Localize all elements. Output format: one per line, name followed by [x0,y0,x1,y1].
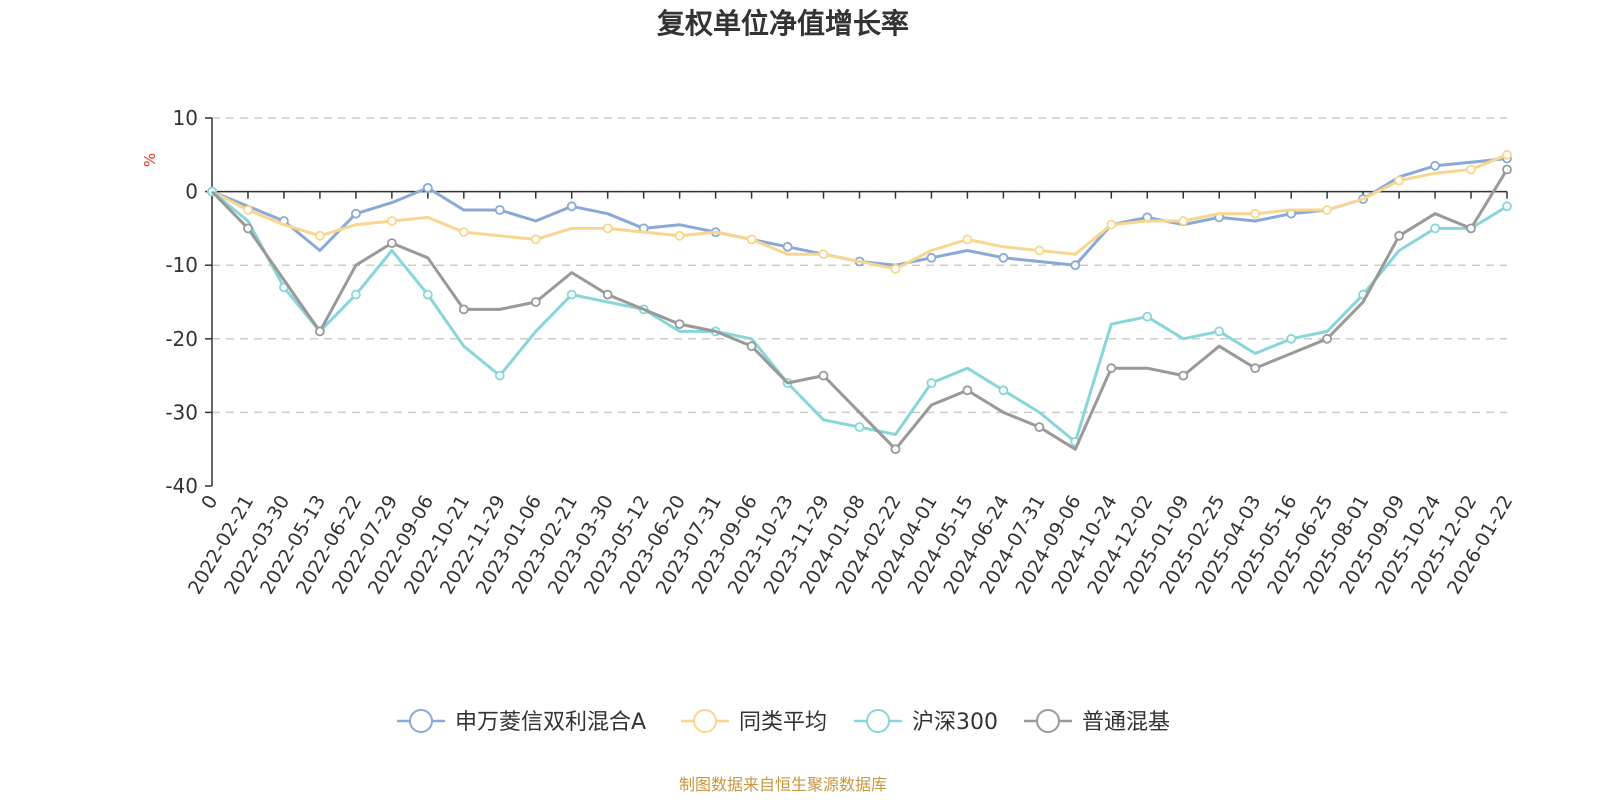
y-tick-label: -10 [165,253,198,277]
y-tick-label: 0 [185,180,198,204]
legend-marker [693,709,717,733]
y-axis: 10 0 -10 -20 -30 -40 [165,106,213,498]
data-point [1394,175,1404,186]
data-point [1394,230,1404,241]
data-point [1142,311,1153,322]
legend-label: 普通混基 [1082,710,1170,735]
data-point [962,234,973,245]
data-point [386,216,397,226]
data-point [1322,205,1332,215]
data-point [1106,363,1117,374]
data-point [1430,223,1440,234]
y-tick-label: -40 [165,474,198,498]
source-note: 制图数据来自恒生聚源数据库 [679,775,887,794]
legend-label: 申万菱信双利混合A [455,710,646,735]
data-point [243,205,253,215]
series-line [211,153,1508,271]
series-layer [207,149,1512,455]
data-point [314,230,325,241]
series-4 [210,164,1512,455]
legend[interactable]: 申万菱信双利混合A 同类平均 沪深300 普通混基 [397,709,1170,735]
data-point [1502,149,1512,160]
x-axis: 02022-02-212022-03-302022-05-132022-06-2… [184,190,1517,598]
data-point [386,238,397,249]
data-point [818,370,829,381]
data-point [1502,164,1512,175]
data-point [998,252,1009,263]
data-point [1250,363,1261,374]
data-point [458,304,469,315]
data-point [818,249,829,260]
data-point [962,385,973,396]
data-point [1070,260,1081,271]
legend-label: 同类平均 [739,710,827,735]
data-point [674,319,685,330]
data-point [926,378,937,388]
data-point [782,241,793,252]
legend-marker [1036,709,1060,733]
data-point [350,208,361,219]
data-point [422,182,433,193]
data-point [494,370,505,381]
data-point [602,289,613,300]
data-point [674,230,685,241]
data-point [1034,422,1045,433]
data-point [314,326,325,337]
data-point [1466,164,1476,175]
y-axis-unit: % [141,153,159,167]
data-point [926,252,937,263]
legend-marker [866,709,890,733]
series-1 [207,153,1512,271]
data-point [494,205,505,215]
data-point [566,289,577,300]
data-point [243,223,253,234]
data-point [566,201,577,212]
y-tick-label: -20 [165,327,198,351]
data-point [746,341,757,352]
data-point [890,263,901,274]
data-point [1250,208,1261,219]
chart-title: 复权单位净值增长率 [657,7,909,40]
series-3 [207,186,1512,447]
legend-label: 沪深300 [912,710,998,735]
data-point [422,289,433,300]
data-point [1430,160,1440,171]
y-tick-label: -30 [165,400,198,424]
series-line [210,168,1509,451]
data-point [998,385,1009,396]
data-point [1214,326,1225,337]
data-point [1502,201,1512,212]
data-point [746,234,757,245]
data-point [1466,223,1476,234]
series-2 [211,149,1512,274]
data-point [1322,333,1332,344]
data-point [602,223,613,234]
legend-marker [409,709,433,733]
data-point [530,297,541,307]
legend-item[interactable]: 同类平均 [681,709,827,735]
y-tick-label: 10 [173,106,198,130]
data-point [458,227,469,238]
legend-item[interactable]: 沪深300 [854,709,998,735]
data-point [1106,219,1117,230]
data-point [350,289,361,300]
legend-item[interactable]: 普通混基 [1024,709,1170,735]
data-point [1034,245,1045,256]
legend-item[interactable]: 申万菱信双利混合A [397,709,646,735]
data-point [1178,216,1189,226]
data-point [1286,333,1297,344]
data-point [890,444,901,455]
x-tick-label: 0 [197,492,222,513]
data-point [854,422,865,433]
series-line [211,190,1508,444]
data-point [1178,370,1189,381]
data-point [530,234,541,245]
